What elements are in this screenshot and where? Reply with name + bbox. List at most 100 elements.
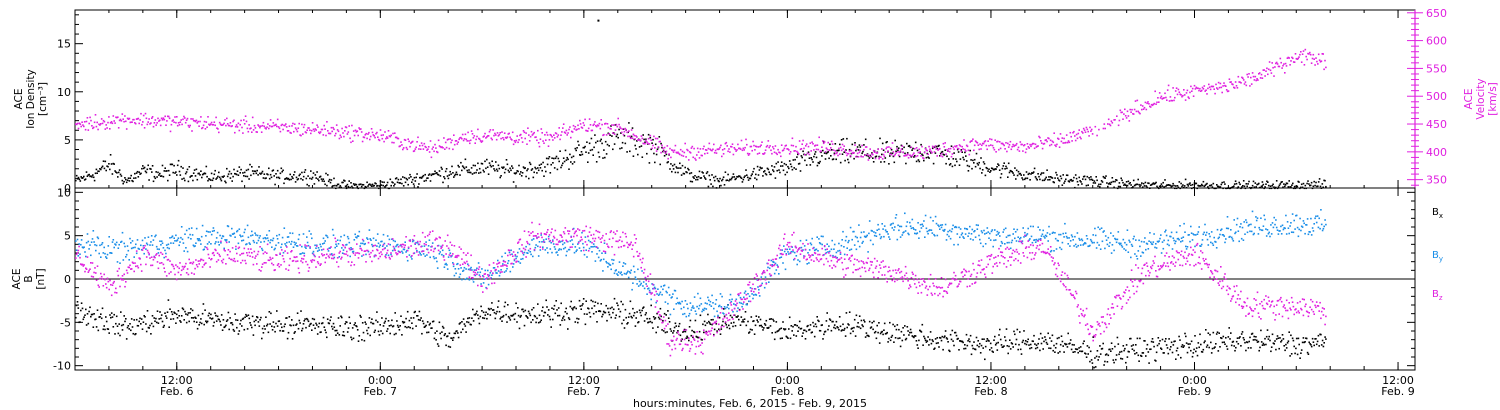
data-point bbox=[730, 178, 732, 181]
data-point bbox=[1283, 63, 1285, 65]
data-point bbox=[292, 122, 294, 125]
data-point bbox=[601, 123, 603, 126]
data-point bbox=[170, 311, 173, 313]
data-point bbox=[124, 320, 126, 323]
data-point bbox=[140, 172, 142, 175]
data-point bbox=[100, 256, 102, 258]
data-point bbox=[84, 128, 87, 131]
data-point bbox=[849, 332, 852, 335]
data-point bbox=[758, 169, 761, 171]
data-point bbox=[1242, 337, 1245, 339]
velocity-tick-label: 550 bbox=[1426, 62, 1447, 75]
data-point bbox=[812, 321, 814, 324]
data-point bbox=[380, 330, 382, 332]
data-point bbox=[1279, 337, 1281, 339]
data-point bbox=[1250, 347, 1252, 349]
data-point bbox=[605, 153, 608, 155]
data-point bbox=[170, 236, 173, 239]
data-point bbox=[108, 163, 110, 165]
data-point bbox=[205, 320, 207, 322]
data-point bbox=[1152, 341, 1155, 343]
data-point bbox=[125, 338, 128, 340]
data-point bbox=[959, 340, 962, 342]
data-point bbox=[137, 247, 140, 250]
data-point bbox=[293, 123, 296, 125]
data-point bbox=[122, 323, 125, 326]
data-point bbox=[155, 171, 157, 173]
data-point bbox=[637, 139, 639, 141]
data-point bbox=[100, 313, 102, 315]
data-point bbox=[223, 247, 225, 250]
data-point bbox=[212, 177, 215, 180]
data-point bbox=[440, 166, 443, 169]
data-point bbox=[168, 117, 171, 120]
data-point bbox=[546, 306, 548, 308]
data-point bbox=[564, 132, 567, 134]
data-point bbox=[373, 331, 376, 333]
data-point bbox=[1083, 175, 1086, 178]
data-point bbox=[587, 127, 590, 130]
data-point bbox=[1074, 174, 1077, 176]
data-point bbox=[1036, 346, 1039, 349]
data-point bbox=[1027, 146, 1030, 148]
data-point bbox=[297, 238, 300, 241]
data-point bbox=[1116, 115, 1118, 117]
data-point bbox=[1076, 137, 1079, 140]
data-point bbox=[1282, 64, 1284, 67]
data-point bbox=[813, 155, 815, 158]
data-point bbox=[212, 123, 215, 126]
data-point bbox=[231, 125, 233, 127]
data-point bbox=[366, 137, 368, 140]
data-point bbox=[344, 185, 347, 188]
data-point bbox=[1270, 72, 1273, 74]
data-point bbox=[1035, 344, 1038, 346]
data-point bbox=[418, 183, 420, 185]
data-point bbox=[278, 127, 281, 130]
data-point bbox=[272, 169, 275, 171]
data-point bbox=[1260, 185, 1263, 188]
data-point bbox=[953, 148, 955, 151]
data-point bbox=[921, 145, 923, 148]
data-point bbox=[828, 157, 830, 160]
data-point bbox=[688, 326, 691, 328]
data-point bbox=[193, 245, 195, 248]
data-point bbox=[176, 239, 179, 241]
data-point bbox=[88, 173, 90, 176]
data-point bbox=[115, 171, 117, 173]
data-point bbox=[838, 328, 840, 331]
data-point bbox=[817, 148, 820, 151]
data-point bbox=[176, 317, 179, 319]
data-point bbox=[233, 119, 235, 122]
data-point bbox=[453, 174, 456, 177]
data-point bbox=[505, 137, 508, 139]
data-point bbox=[748, 177, 751, 180]
data-point bbox=[498, 133, 501, 136]
data-point bbox=[285, 126, 288, 128]
data-point bbox=[1284, 62, 1287, 65]
data-point bbox=[1071, 180, 1073, 182]
data-point bbox=[818, 162, 820, 165]
data-point bbox=[209, 123, 212, 125]
data-point bbox=[1098, 183, 1100, 186]
velocity-axis-title: ACE Velocity [km/s] bbox=[1463, 78, 1499, 119]
data-point bbox=[1267, 181, 1269, 183]
data-point bbox=[999, 328, 1001, 331]
data-point bbox=[274, 247, 276, 250]
data-point bbox=[885, 147, 887, 150]
data-point bbox=[352, 250, 355, 253]
data-point bbox=[1140, 104, 1142, 106]
data-point bbox=[421, 144, 424, 147]
data-point bbox=[1186, 183, 1189, 186]
data-point bbox=[229, 317, 231, 319]
data-point bbox=[298, 319, 301, 322]
data-point bbox=[583, 124, 585, 127]
data-point bbox=[362, 331, 365, 334]
data-point bbox=[626, 151, 628, 153]
data-point bbox=[1024, 151, 1027, 154]
data-point bbox=[527, 317, 529, 319]
data-point bbox=[1278, 347, 1280, 350]
data-point bbox=[923, 151, 926, 154]
data-point bbox=[523, 251, 526, 254]
data-point bbox=[1070, 178, 1072, 181]
data-point bbox=[984, 345, 987, 348]
